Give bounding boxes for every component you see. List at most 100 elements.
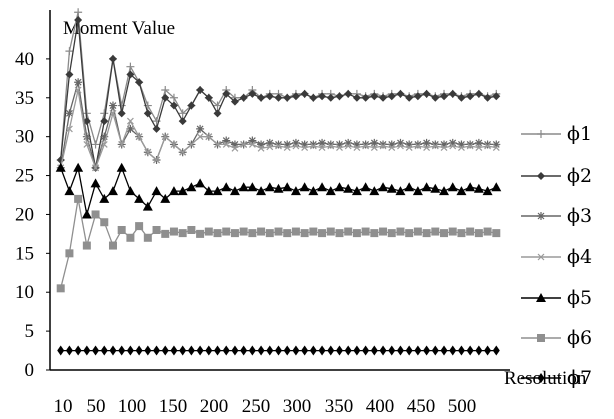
y-tick-label: 20 — [15, 204, 34, 225]
data-point — [309, 140, 318, 149]
data-point — [153, 345, 161, 356]
data-point — [81, 209, 92, 219]
data-point — [361, 227, 370, 236]
data-point — [466, 227, 475, 236]
data-point — [439, 186, 450, 196]
data-point — [361, 93, 370, 102]
data-point — [100, 109, 109, 118]
data-point — [379, 227, 388, 236]
data-point — [74, 8, 83, 17]
data-point — [239, 227, 248, 236]
data-point — [65, 125, 73, 133]
y-tick-label: 10 — [15, 282, 34, 303]
y-tick-label: 25 — [15, 166, 34, 187]
data-point — [344, 345, 352, 356]
data-point — [55, 162, 66, 172]
x-tick-label: 150 — [159, 396, 188, 417]
data-point — [65, 47, 74, 56]
data-point — [92, 345, 100, 356]
data-point — [449, 345, 457, 356]
data-point — [458, 144, 465, 151]
series-5 — [55, 162, 502, 219]
data-point — [91, 210, 100, 219]
data-point — [396, 138, 405, 147]
data-point — [326, 227, 335, 236]
data-point — [108, 54, 117, 63]
data-point — [187, 141, 195, 148]
data-point — [135, 345, 143, 356]
data-point — [161, 93, 170, 102]
data-point — [126, 124, 135, 133]
data-point — [118, 141, 126, 148]
data-point — [396, 89, 405, 98]
data-point — [212, 186, 223, 196]
data-point — [300, 229, 309, 238]
data-point — [179, 345, 187, 356]
data-point — [318, 138, 327, 147]
data-point — [266, 345, 274, 356]
data-point — [447, 182, 458, 192]
data-point — [205, 345, 213, 356]
data-point — [143, 233, 152, 242]
data-point — [483, 227, 492, 236]
data-point — [414, 142, 422, 150]
data-point — [422, 89, 431, 98]
data-point — [318, 229, 327, 238]
legend: ϕ1 ϕ2 ϕ3 ϕ4 ϕ5 ϕ6 ϕ7 — [521, 123, 592, 389]
data-point — [379, 140, 388, 149]
data-point — [196, 86, 205, 94]
data-point — [65, 249, 74, 258]
data-point — [135, 133, 143, 141]
data-point — [135, 78, 144, 87]
data-point — [126, 70, 135, 79]
data-point — [475, 144, 483, 151]
data-point — [335, 92, 344, 101]
data-point — [334, 182, 345, 192]
data-point — [74, 16, 83, 24]
data-point — [431, 140, 440, 149]
data-point — [414, 345, 422, 356]
data-point — [291, 138, 300, 147]
data-point — [83, 345, 91, 356]
data-point — [492, 229, 501, 238]
legend-item: ϕ3 — [521, 205, 592, 227]
data-point — [214, 345, 222, 356]
data-point — [431, 93, 440, 102]
data-point — [196, 345, 204, 356]
data-point — [283, 144, 291, 151]
data-point — [335, 229, 344, 238]
data-point — [126, 62, 135, 71]
data-point — [240, 345, 248, 356]
data-point — [178, 229, 187, 238]
data-point — [456, 186, 467, 196]
legend-item: ϕ4 — [521, 246, 592, 268]
data-point — [370, 138, 379, 147]
data-point — [492, 345, 500, 356]
x-tick-label: 50 — [87, 396, 106, 417]
data-point — [73, 162, 84, 172]
data-point — [448, 227, 457, 236]
x-tick-label: 350 — [325, 396, 354, 417]
data-point — [248, 345, 256, 356]
data-point — [100, 218, 109, 227]
data-point — [412, 186, 423, 196]
data-point — [484, 142, 492, 150]
data-point — [309, 93, 318, 102]
series-6 — [56, 194, 501, 293]
data-point — [153, 156, 160, 164]
legend-item: ϕ5 — [521, 287, 592, 309]
data-point — [275, 142, 282, 150]
data-point — [134, 193, 145, 203]
data-point — [257, 144, 265, 152]
data-point — [214, 141, 221, 148]
data-point — [144, 345, 152, 356]
data-point — [421, 182, 432, 192]
data-point — [177, 186, 188, 196]
data-point — [178, 117, 187, 126]
data-point — [301, 345, 309, 356]
data-point — [169, 101, 178, 110]
y-tick-group: 0 5 10 15 20 25 30 35 40 — [15, 49, 50, 381]
data-point — [387, 140, 396, 149]
data-point — [125, 186, 136, 196]
